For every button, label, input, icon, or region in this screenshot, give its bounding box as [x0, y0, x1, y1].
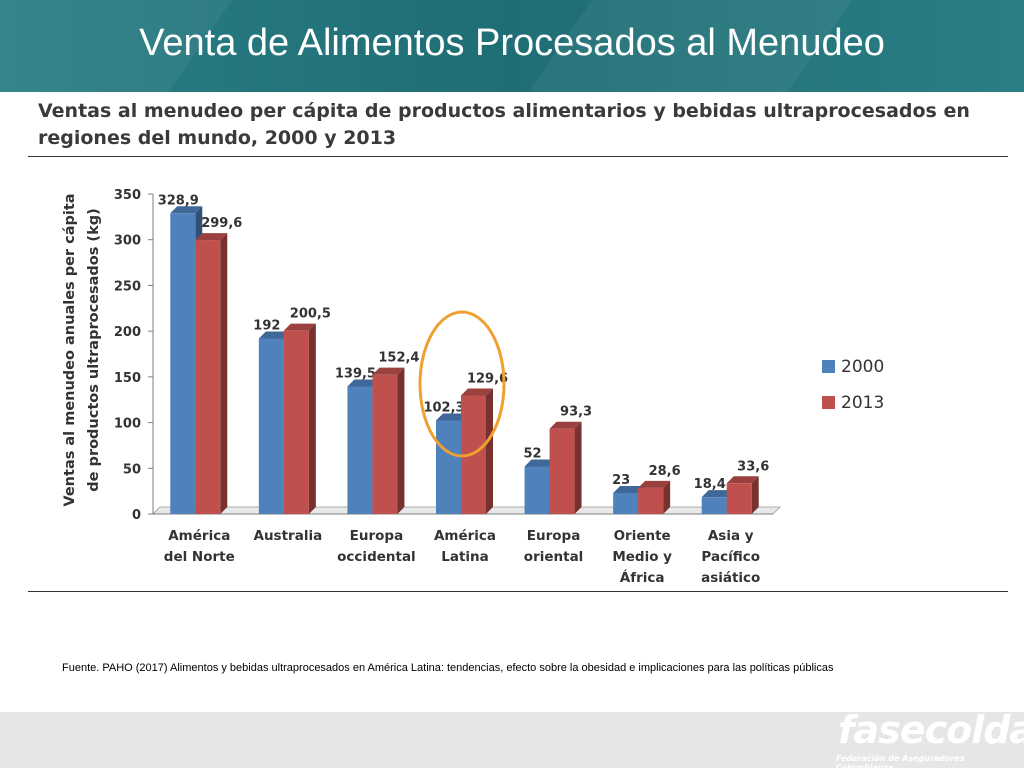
category-label: Europa	[527, 528, 581, 544]
bar-top	[283, 323, 316, 331]
bottom-rule	[28, 591, 1008, 592]
data-label: 28,6	[649, 464, 681, 479]
bar-top	[372, 367, 405, 375]
title-bar	[0, 0, 1024, 92]
category-label: Asia y	[708, 528, 754, 544]
bar-side	[308, 323, 316, 514]
bar-top	[638, 480, 671, 488]
y-tick-label: 300	[114, 234, 141, 249]
data-label: 152,4	[378, 351, 419, 366]
logo-subtitle: Federación de Aseguradores Colombianos	[836, 754, 965, 772]
y-tick-label: 150	[114, 371, 141, 386]
category-label: Latina	[441, 549, 489, 565]
footer-logo-band	[0, 712, 1024, 768]
category-label: Medio y	[612, 549, 672, 565]
data-label: 129,6	[467, 372, 508, 387]
top-rule	[28, 156, 1008, 157]
bar-2013	[195, 240, 221, 514]
bar-2000	[436, 420, 461, 514]
y-tick-label: 200	[114, 325, 141, 340]
fasecolda-logo: fasecolda	[838, 708, 1024, 752]
slide-title: Venta de Alimentos Procesados al Menudeo	[139, 22, 885, 64]
legend-swatch-2000	[822, 360, 835, 373]
legend-label: 2013	[841, 393, 884, 413]
bar-chart: 0 50 100 150 200 250 300 350 Ventas al menudeo a…	[62, 188, 884, 586]
y-axis-title: Ventas al menudeo anuales per cápita	[62, 193, 78, 506]
bar-top	[258, 331, 291, 339]
bar-top	[170, 206, 203, 214]
bar-side	[220, 233, 228, 514]
bar-side	[663, 480, 671, 514]
data-label: 33,6	[737, 459, 769, 474]
bar-top	[524, 459, 557, 467]
bar-top	[701, 490, 734, 498]
category-label: Oriente	[614, 528, 671, 544]
data-label: 139,5	[335, 366, 376, 381]
y-axis-title: de productos ultraprocesados (kg)	[86, 208, 102, 491]
bar-2000	[613, 492, 639, 514]
y-tick-label: 350	[114, 188, 141, 203]
data-label: 200,5	[290, 307, 331, 322]
bar-side	[486, 388, 493, 514]
source-note: Fuente. PAHO (2017) Alimentos y bebidas …	[62, 662, 834, 674]
category-label: América	[434, 528, 496, 544]
highlight-ellipse	[418, 310, 506, 458]
y-tick-label: 50	[123, 462, 141, 477]
data-label: 299,6	[201, 216, 242, 231]
y-tick-label: 0	[132, 508, 141, 523]
bar-2013	[283, 330, 309, 514]
category-label: occidental	[337, 549, 416, 565]
data-label: 93,3	[560, 405, 592, 420]
y-tick-label: 250	[114, 279, 141, 294]
bar-2000	[347, 386, 373, 514]
bar-top	[195, 233, 228, 241]
category-label: asiático	[701, 570, 760, 586]
bar-top	[613, 485, 646, 493]
bar-top	[461, 388, 493, 396]
bar-2000	[701, 497, 727, 514]
data-label: 192	[253, 318, 280, 333]
legend-swatch-2013	[822, 396, 835, 409]
category-label: Australia	[254, 528, 323, 544]
bar-side	[397, 367, 405, 514]
bar-2000	[170, 213, 196, 514]
bar-2000	[258, 338, 284, 514]
chart-title: Ventas al menudeo per cápita de producto…	[38, 100, 970, 149]
bar-2013	[549, 428, 575, 514]
category-label: África	[620, 569, 665, 586]
data-label: 328,9	[158, 193, 199, 208]
data-label: 18,4	[694, 477, 726, 492]
data-label: 52	[524, 446, 542, 461]
bar-side	[751, 476, 759, 514]
bar-2013	[638, 487, 664, 514]
bar-top	[726, 476, 759, 484]
bar-2013	[372, 374, 398, 514]
category-label: oriental	[524, 549, 584, 565]
legend-label: 2000	[841, 357, 884, 377]
bar-top	[347, 379, 380, 387]
category-label: Pacífico	[701, 549, 760, 565]
bar-2000	[524, 466, 550, 514]
bar-side	[574, 421, 582, 514]
bar-top	[549, 421, 582, 429]
category-label: del Norte	[164, 549, 235, 565]
y-tick-label: 100	[114, 417, 141, 432]
data-label: 23	[612, 473, 630, 488]
category-label: América	[168, 528, 230, 544]
bar-top	[436, 413, 468, 421]
category-label: Europa	[350, 528, 404, 544]
bar-2013	[726, 483, 752, 514]
data-label: 102,3	[423, 400, 464, 415]
